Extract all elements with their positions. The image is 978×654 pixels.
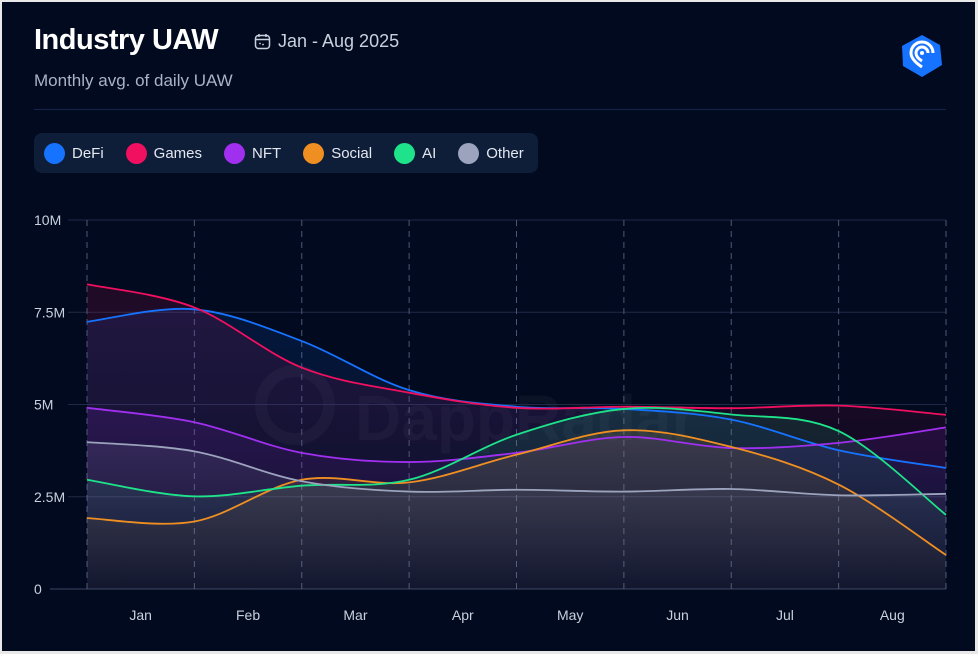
y-tick-label: 2.5M — [34, 489, 65, 505]
x-tick-label: Feb — [236, 607, 260, 623]
divider — [34, 109, 946, 110]
legend-item-ai[interactable]: AI — [394, 142, 437, 164]
y-tick-label: 0 — [34, 581, 42, 597]
legend-swatch — [394, 142, 416, 164]
x-tick-label: Apr — [452, 607, 474, 623]
area-other — [87, 442, 946, 589]
legend-swatch — [303, 142, 325, 164]
legend-swatch — [44, 142, 65, 164]
legend-label: Social — [331, 144, 373, 162]
legend-label: AI — [422, 144, 437, 162]
legend: DeFi Games NFT Social AI Other — [34, 133, 538, 173]
legend-item-social[interactable]: Social — [303, 142, 373, 164]
legend-item-defi[interactable]: DeFi — [44, 142, 104, 164]
x-tick-label: Mar — [343, 607, 367, 623]
line-social — [86, 429, 947, 556]
x-tick-label: Aug — [880, 607, 905, 623]
legend-item-games[interactable]: Games — [125, 142, 203, 164]
date-range: Jan - Aug 2025 — [254, 31, 399, 52]
legend-label: Other — [486, 144, 524, 162]
line-games — [86, 283, 947, 416]
dappradar-logo-icon — [902, 35, 942, 77]
legend-label: NFT — [252, 144, 282, 162]
legend-label: DeFi — [72, 144, 104, 162]
x-tick-label: Jul — [776, 607, 794, 623]
line-nft — [86, 406, 947, 463]
legend-swatch — [125, 142, 147, 164]
line-defi — [86, 307, 947, 469]
y-tick-label: 7.5M — [34, 304, 65, 320]
x-tick-label: Jun — [666, 607, 689, 623]
x-tick-label: May — [557, 607, 583, 623]
calendar-icon — [254, 34, 271, 50]
y-tick-label: 5M — [34, 397, 53, 413]
line-other — [86, 441, 947, 497]
chart-subtitle: Monthly avg. of daily UAW — [34, 71, 233, 90]
legend-label: Games — [153, 144, 203, 162]
legend-item-nft[interactable]: NFT — [224, 142, 282, 164]
y-tick-label: 10M — [34, 212, 61, 228]
chart-title: Industry UAW — [34, 24, 219, 56]
legend-item-other[interactable]: Other — [458, 142, 524, 164]
line-ai — [86, 406, 947, 516]
legend-swatch — [458, 142, 480, 164]
legend-swatch — [224, 142, 246, 164]
x-tick-label: Jan — [129, 607, 152, 623]
date-range-text: Jan - Aug 2025 — [278, 31, 400, 51]
